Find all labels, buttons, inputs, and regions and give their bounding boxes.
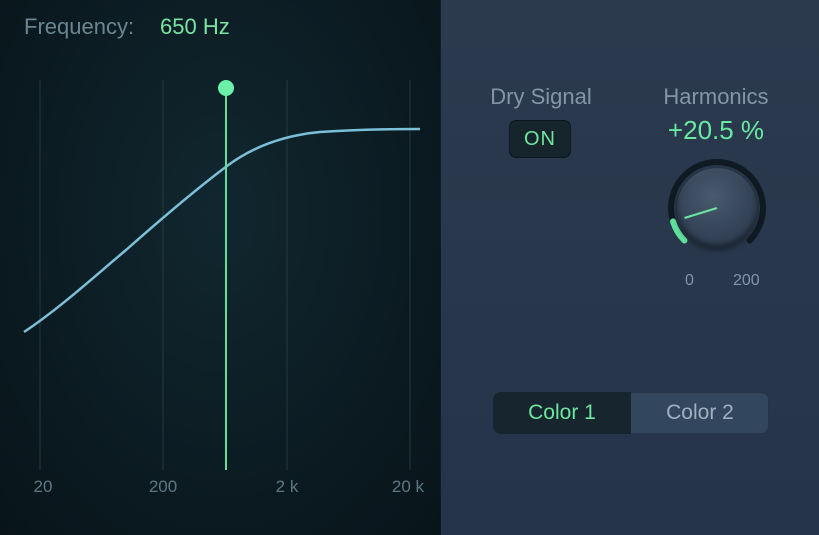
frequency-value[interactable]: 650 Hz [160, 14, 230, 40]
knob-scale-max: 200 [733, 272, 760, 290]
harmonics-knob[interactable] [667, 158, 767, 258]
knob-scale-min: 0 [685, 272, 694, 290]
knob-needle-svg [677, 168, 757, 248]
x-tick-label: 2 k [276, 477, 299, 496]
dry-signal-label: Dry Signal [471, 84, 611, 110]
color-option-2[interactable]: Color 2 [631, 392, 769, 434]
harmonics-value[interactable]: +20.5 % [631, 115, 801, 146]
frequency-graph-panel: Frequency: 650 Hz 20 200 2 k 20 k [0, 0, 440, 535]
response-graph-svg: 20 200 2 k 20 k [10, 60, 430, 500]
knob-needle [685, 208, 718, 218]
x-tick-label: 200 [149, 477, 177, 496]
frequency-label: Frequency: [24, 14, 134, 40]
x-tick-label: 20 [34, 477, 53, 496]
controls-panel: Dry Signal ON Harmonics +20.5 % 0 200 Co… [440, 0, 819, 535]
response-graph[interactable]: 20 200 2 k 20 k [10, 60, 430, 500]
response-curve [24, 129, 420, 332]
color-option-1[interactable]: Color 1 [493, 392, 631, 434]
knob-body[interactable] [677, 168, 757, 248]
color-segmented-control[interactable]: Color 1 Color 2 [493, 392, 769, 434]
harmonics-label: Harmonics [631, 84, 801, 110]
x-tick-label: 20 k [392, 477, 425, 496]
frequency-marker-handle[interactable] [218, 80, 234, 96]
dry-signal-toggle[interactable]: ON [509, 120, 571, 158]
